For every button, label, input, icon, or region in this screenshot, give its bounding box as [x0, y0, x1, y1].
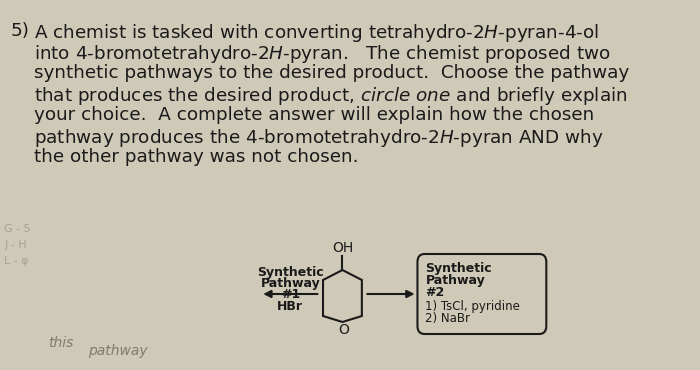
Text: the other pathway was not chosen.: the other pathway was not chosen.: [34, 148, 358, 166]
Text: G - 5: G - 5: [4, 224, 31, 234]
Text: Synthetic: Synthetic: [257, 266, 323, 279]
Text: 5): 5): [10, 22, 29, 40]
Text: pathway: pathway: [88, 344, 148, 358]
Text: OH: OH: [332, 241, 353, 255]
Text: that produces the desired product, $\mathit{circle\ one}$ and briefly explain: that produces the desired product, $\mat…: [34, 85, 627, 107]
Text: #1: #1: [281, 288, 300, 301]
Text: your choice.  A complete answer will explain how the chosen: your choice. A complete answer will expl…: [34, 106, 594, 124]
Text: O: O: [338, 323, 349, 337]
Text: Pathway: Pathway: [260, 277, 320, 290]
Text: J - H: J - H: [4, 240, 27, 250]
Text: #2: #2: [426, 286, 444, 299]
Text: HBr: HBr: [277, 300, 303, 313]
Text: synthetic pathways to the desired product.  Choose the pathway: synthetic pathways to the desired produc…: [34, 64, 629, 82]
Text: pathway produces the 4-bromotetrahydro-2$\mathit{H}$-pyran AND why: pathway produces the 4-bromotetrahydro-2…: [34, 127, 603, 149]
Text: Pathway: Pathway: [426, 274, 485, 287]
Text: into 4-bromotetrahydro-2$\mathit{H}$-pyran.   The chemist proposed two: into 4-bromotetrahydro-2$\mathit{H}$-pyr…: [34, 43, 610, 65]
Text: this: this: [48, 336, 74, 350]
Text: A chemist is tasked with converting tetrahydro-2$\mathit{H}$-pyran-4-ol: A chemist is tasked with converting tetr…: [34, 22, 598, 44]
Text: 1) TsCl, pyridine: 1) TsCl, pyridine: [426, 300, 520, 313]
FancyBboxPatch shape: [417, 254, 546, 334]
Text: Synthetic: Synthetic: [426, 262, 492, 275]
Text: L - φ: L - φ: [4, 256, 29, 266]
Text: 2) NaBr: 2) NaBr: [426, 312, 470, 325]
